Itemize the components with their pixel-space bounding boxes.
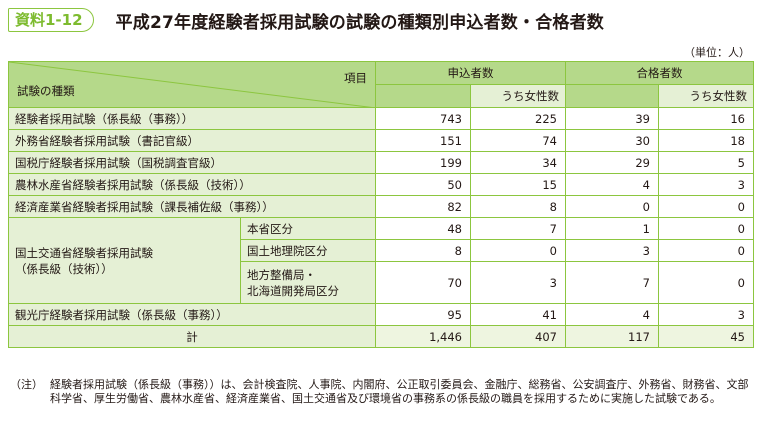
cell-pass: 3	[565, 239, 659, 262]
cell-app: 48	[375, 217, 471, 240]
cell-pass-women: 0	[658, 261, 754, 304]
sub-label-line2: 北海道開発局区分	[247, 283, 339, 298]
cell-app: 95	[375, 303, 471, 326]
table-row: 観光庁経験者採用試験（係長級（事務）） 95 41 4 3	[8, 303, 754, 326]
cell-app-women: 41	[470, 303, 566, 326]
table-row: 経験者採用試験（係長級（事務）） 743 225 39 16	[8, 107, 754, 130]
table-row: 国税庁経験者採用試験（国税調査官級） 199 34 29 5	[8, 151, 754, 174]
table-row: 国土交通省経験者採用試験 （係長級（技術）） 本省区分 48 7 1 0	[8, 217, 754, 304]
row-label: 観光庁経験者採用試験（係長級（事務））	[8, 303, 376, 326]
cell-app: 743	[375, 107, 471, 130]
total-label: 計	[8, 325, 376, 348]
item-label: 項目	[344, 71, 367, 85]
cell-pass-women: 3	[658, 303, 754, 326]
cell-app-women: 3	[470, 261, 566, 304]
cell-pass-women: 0	[658, 239, 754, 262]
unit-label: （単位：人）	[684, 46, 750, 59]
row-label: 国税庁経験者採用試験（国税調査官級）	[8, 151, 376, 174]
table-row: 国土地理院区分 8 0 3 0	[9, 239, 754, 262]
col-pass-blank	[565, 84, 659, 108]
table-row: 経済産業省経験者採用試験（課長補佐級（事務）） 82 8 0 0	[8, 195, 754, 218]
cell-pass-women: 18	[658, 129, 754, 152]
sub-row-label: 地方整備局・ 北海道開発局区分	[240, 261, 376, 304]
sub-row-label: 本省区分	[240, 217, 376, 240]
cell-pass-women: 5	[658, 151, 754, 174]
col-passers: 合格者数	[565, 61, 754, 85]
table-row: 外務省経験者採用試験（書記官級） 151 74 30 18	[8, 129, 754, 152]
table-row: 地方整備局・ 北海道開発局区分 70 3 7 0	[9, 261, 754, 304]
cell-app-women: 8	[470, 195, 566, 218]
row-label: 外務省経験者採用試験（書記官級）	[8, 129, 376, 152]
mlit-label-line1: 国土交通省経験者採用試験	[15, 245, 153, 260]
cell-app-women: 225	[470, 107, 566, 130]
row-label: 農林水産省経験者採用試験（係長級（技術））	[8, 173, 376, 196]
cell-pass-women: 0	[658, 217, 754, 240]
data-table: 項目 試験の種類 申込者数 合格者数 うち女性数 うち女性数 経験者採用試験（係…	[8, 61, 754, 348]
total-app-women: 407	[470, 325, 566, 348]
kind-label: 試験の種類	[17, 84, 75, 98]
footnote-label: （注）	[10, 378, 43, 391]
cell-pass: 4	[565, 303, 659, 326]
cell-pass: 30	[565, 129, 659, 152]
sub-row-label: 国土地理院区分	[240, 239, 376, 262]
diagonal-line	[9, 62, 376, 108]
cell-app: 199	[375, 151, 471, 174]
title-row: 資料1-12 平成27年度経験者採用試験の試験の種類別申込者数・合格者数	[8, 6, 604, 34]
cell-app: 50	[375, 173, 471, 196]
mlit-label-line2: （係長級（技術））	[15, 261, 113, 276]
page-title: 平成27年度経験者採用試験の試験の種類別申込者数・合格者数	[115, 12, 605, 33]
sub-label-line1: 地方整備局・	[247, 267, 316, 282]
corner-header: 項目 試験の種類	[8, 61, 376, 108]
cell-pass-women: 0	[658, 195, 754, 218]
cell-pass-women: 16	[658, 107, 754, 130]
mlit-label: 国土交通省経験者採用試験 （係長級（技術））	[8, 217, 241, 304]
col-applicants: 申込者数	[375, 61, 566, 85]
footnote: （注） 経験者採用試験（係長級（事務））は、会計検査院、人事院、内閣府、公正取引…	[10, 378, 750, 405]
cell-app-women: 34	[470, 151, 566, 174]
cell-app-women: 15	[470, 173, 566, 196]
cell-app: 70	[375, 261, 471, 304]
cell-app-women: 7	[470, 217, 566, 240]
figure-badge: 資料1-12	[8, 8, 94, 32]
cell-app-women: 0	[470, 239, 566, 262]
cell-pass-women: 3	[658, 173, 754, 196]
cell-app: 82	[375, 195, 471, 218]
cell-pass: 4	[565, 173, 659, 196]
total-pass: 117	[565, 325, 659, 348]
total-app: 1,446	[375, 325, 471, 348]
cell-app: 151	[375, 129, 471, 152]
col-app-blank	[375, 84, 471, 108]
cell-app-women: 74	[470, 129, 566, 152]
total-pass-women: 45	[658, 325, 754, 348]
total-row: 計 1,446 407 117 45	[8, 325, 754, 348]
footnote-text: 経験者採用試験（係長級（事務））は、会計検査院、人事院、内閣府、公正取引委員会、…	[50, 378, 749, 405]
col-pass-women: うち女性数	[658, 84, 754, 108]
table-row: 農林水産省経験者採用試験（係長級（技術）） 50 15 4 3	[8, 173, 754, 196]
row-label: 経済産業省経験者採用試験（課長補佐級（事務））	[8, 195, 376, 218]
cell-pass: 1	[565, 217, 659, 240]
cell-pass: 7	[565, 261, 659, 304]
cell-pass: 29	[565, 151, 659, 174]
row-label: 経験者採用試験（係長級（事務））	[8, 107, 376, 130]
cell-pass: 39	[565, 107, 659, 130]
col-app-women: うち女性数	[470, 84, 566, 108]
cell-pass: 0	[565, 195, 659, 218]
cell-app: 8	[375, 239, 471, 262]
